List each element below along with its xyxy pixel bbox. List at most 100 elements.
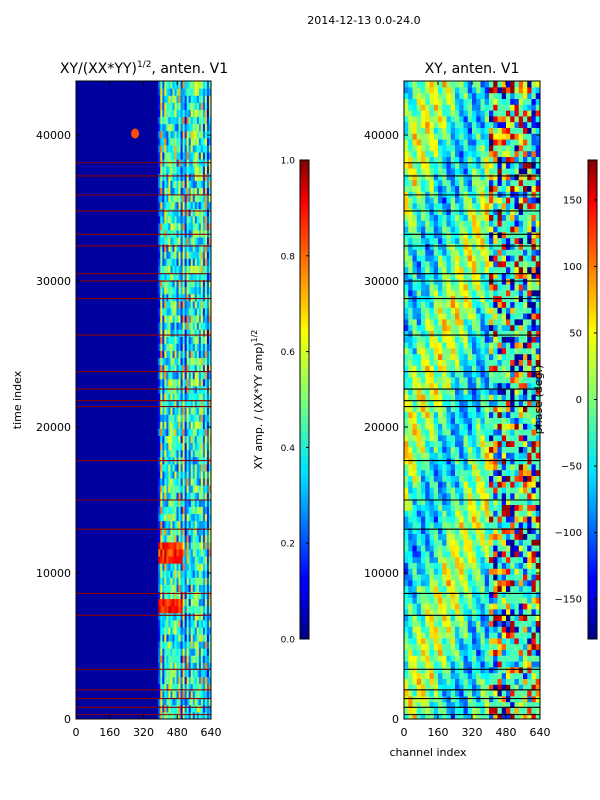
amplitude-cell bbox=[198, 194, 202, 203]
amplitude-cell bbox=[164, 570, 167, 578]
phase-cell bbox=[438, 150, 443, 157]
amplitude-cell bbox=[170, 95, 174, 103]
phase-cell bbox=[455, 591, 460, 598]
phase-cell bbox=[442, 168, 448, 175]
amplitude-cell bbox=[184, 307, 188, 316]
phase-cell bbox=[412, 92, 418, 99]
amplitude-cell bbox=[194, 385, 198, 394]
phase-cell bbox=[425, 226, 431, 233]
phase-cell bbox=[450, 434, 456, 442]
phase-cell bbox=[472, 86, 477, 94]
phase-cell bbox=[429, 400, 435, 407]
amplitude-cell bbox=[184, 180, 188, 188]
amplitude-cell bbox=[192, 584, 196, 592]
amplitude-cell bbox=[184, 605, 188, 614]
phase-cell bbox=[476, 637, 482, 645]
phase-cell bbox=[497, 243, 503, 250]
phase-cell bbox=[497, 173, 503, 181]
phase-cell bbox=[408, 498, 414, 505]
amplitude-cell bbox=[200, 683, 204, 692]
phase-cell bbox=[429, 487, 435, 494]
amplitude-cell bbox=[176, 407, 180, 415]
phase-cell bbox=[412, 434, 418, 442]
amplitude-cell bbox=[192, 655, 196, 663]
phase-cell bbox=[438, 179, 443, 186]
phase-cell bbox=[429, 260, 435, 268]
amplitude-cell bbox=[180, 201, 184, 210]
phase-cell bbox=[425, 701, 431, 708]
amplitude-cell bbox=[196, 449, 200, 458]
phase-cell bbox=[501, 550, 507, 558]
amplitude-cell bbox=[162, 251, 165, 259]
amplitude-cell bbox=[186, 506, 190, 515]
phase-cell bbox=[446, 411, 452, 418]
phase-cell bbox=[421, 313, 426, 320]
amplitude-cell bbox=[186, 676, 190, 685]
amplitude-cell bbox=[186, 407, 190, 415]
amplitude-cell bbox=[174, 350, 178, 359]
phase-cell bbox=[493, 516, 499, 523]
amplitude-cell bbox=[204, 619, 208, 628]
amplitude-cell bbox=[198, 329, 202, 337]
amplitude-cell bbox=[202, 414, 206, 422]
phase-cell bbox=[416, 521, 422, 529]
amplitude-cell bbox=[204, 307, 208, 316]
amplitude-cell bbox=[194, 180, 198, 188]
phase-cell bbox=[463, 168, 469, 175]
amplitude-cell bbox=[164, 485, 167, 493]
phase-cell bbox=[425, 394, 431, 401]
phase-cell bbox=[467, 353, 473, 360]
amplitude-cell bbox=[174, 251, 178, 259]
amplitude-cell bbox=[162, 244, 165, 252]
amplitude-cell bbox=[184, 229, 188, 238]
amplitude-cell bbox=[178, 300, 182, 309]
phase-cell bbox=[416, 139, 422, 146]
phase-cell bbox=[429, 568, 435, 575]
amplitude-cell bbox=[194, 95, 198, 103]
phase-cell bbox=[438, 458, 443, 465]
phase-cell bbox=[489, 121, 494, 128]
amplitude-cell bbox=[186, 513, 190, 522]
phase-cell bbox=[438, 98, 443, 105]
amplitude-cell bbox=[186, 251, 190, 259]
phase-cell bbox=[472, 452, 477, 459]
amplitude-cell bbox=[202, 343, 206, 351]
amplitude-cell bbox=[168, 570, 172, 578]
phase-cell bbox=[489, 382, 494, 389]
amplitude-cell bbox=[180, 697, 184, 706]
phase-cell bbox=[472, 579, 477, 587]
amplitude-cell bbox=[202, 563, 206, 571]
amplitude-cell bbox=[168, 180, 172, 188]
phase-cell bbox=[450, 110, 456, 117]
amplitude-cell bbox=[198, 548, 202, 557]
amplitude-cell bbox=[170, 392, 174, 401]
amplitude-cell bbox=[184, 208, 188, 217]
phase-cell bbox=[497, 81, 503, 88]
phase-cell bbox=[467, 365, 473, 372]
amplitude-cell bbox=[164, 626, 167, 635]
phase-cell bbox=[472, 701, 477, 708]
phase-cell bbox=[450, 127, 456, 134]
amplitude-cell bbox=[174, 244, 178, 252]
phase-cell bbox=[408, 214, 414, 221]
y-tick-label: 40000 bbox=[36, 129, 71, 142]
phase-cell bbox=[429, 533, 435, 540]
amplitude-cell bbox=[188, 591, 192, 600]
phase-cell bbox=[438, 307, 443, 314]
phase-cell bbox=[446, 643, 452, 650]
phase-cell bbox=[472, 266, 477, 273]
phase-cell bbox=[450, 237, 456, 244]
amplitude-cell bbox=[206, 513, 210, 522]
amplitude-cell bbox=[162, 350, 165, 359]
amplitude-cell bbox=[162, 201, 165, 210]
phase-cell bbox=[484, 388, 490, 395]
phase-cell bbox=[442, 156, 448, 163]
phase-cell bbox=[408, 492, 414, 500]
amplitude-cell bbox=[176, 392, 180, 401]
amplitude-cell bbox=[158, 378, 161, 387]
amplitude-cell bbox=[168, 279, 172, 288]
phase-cell bbox=[467, 376, 473, 384]
phase-cell bbox=[480, 579, 486, 587]
phase-cell bbox=[442, 504, 448, 511]
amplitude-cell bbox=[182, 307, 186, 316]
